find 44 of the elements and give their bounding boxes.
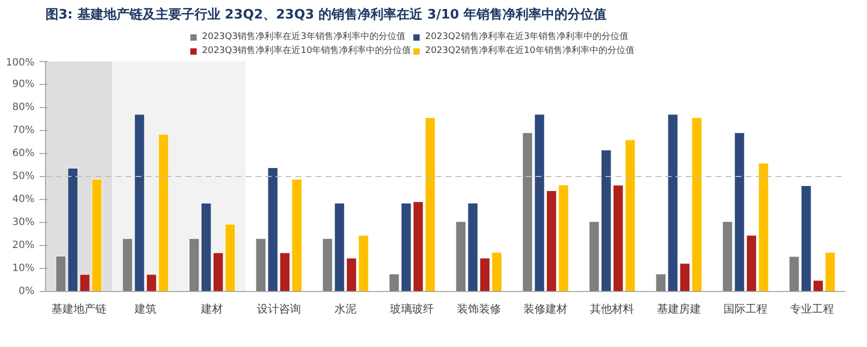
bar [558, 184, 569, 292]
y-tick-label: 100% [6, 58, 35, 68]
bar [746, 235, 757, 292]
x-tick-label: 设计咨询 [256, 302, 301, 316]
bar [358, 235, 369, 292]
y-tick-label: 10% [12, 263, 35, 274]
x-tick-label: 基建地产链 [51, 302, 106, 316]
bar [758, 162, 769, 292]
x-tick-label: 装修建材 [524, 302, 568, 316]
bar [322, 238, 333, 292]
y-tick-label: 90% [12, 79, 35, 90]
x-tick-label: 玻璃玻纤 [390, 302, 434, 316]
bar [334, 202, 345, 292]
bar [722, 221, 733, 292]
y-tick-label: 20% [12, 240, 35, 251]
y-tick-label: 0% [18, 286, 35, 297]
bar [146, 274, 157, 292]
bar [134, 114, 145, 292]
chart-title: 图3: 基建地产链及主要子行业 23Q2、23Q3 的销售净利率在近 3/10 年销售净利率中的分位值 [46, 6, 607, 22]
y-tick-label: 50% [12, 171, 35, 182]
legend-label: 2023Q3销售净利率在近3年销售净利率中的分位值 [202, 30, 406, 43]
x-tick-label: 建材 [200, 302, 224, 316]
x-tick-label: 其他材料 [590, 302, 634, 316]
legend-label: 2023Q2销售净利率在近3年销售净利率中的分位值 [425, 30, 629, 43]
bar [546, 190, 557, 292]
x-tick-label: 装饰装修 [456, 302, 501, 316]
bar [346, 258, 357, 292]
bar [734, 132, 745, 292]
x-tick-label: 水泥 [334, 302, 356, 316]
x-tick-label: 国际工程 [724, 302, 768, 316]
x-tick-label: 专业工程 [790, 302, 834, 316]
legend-label: 2023Q3销售净利率在近10年销售净利率中的分位值 [202, 44, 412, 57]
y-tick-label: 30% [12, 217, 35, 228]
y-tick-label: 60% [12, 148, 35, 159]
legend-label: 2023Q2销售净利率在近10年销售净利率中的分位值 [425, 44, 634, 57]
bar [122, 238, 133, 292]
bar [158, 134, 169, 292]
bar [534, 114, 545, 292]
y-tick-label: 40% [12, 194, 35, 205]
bar [522, 132, 533, 292]
y-tick-label: 70% [12, 125, 35, 136]
x-tick-label: 建筑 [134, 302, 156, 316]
y-tick-label: 80% [12, 102, 35, 113]
x-tick-label: 基建房建 [656, 302, 701, 316]
